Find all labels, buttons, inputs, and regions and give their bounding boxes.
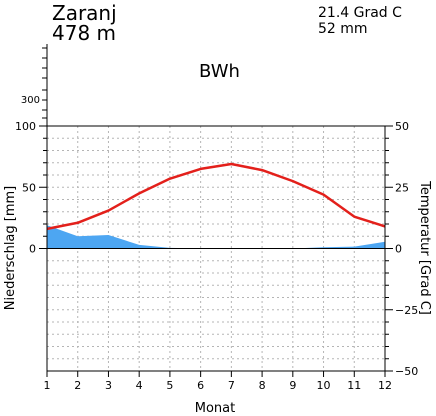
x-axis-tick-label: 6 <box>197 379 204 392</box>
left-axis-extension-label: 300 <box>21 95 40 106</box>
right-axis-tick-label: 25 <box>395 181 409 194</box>
left-axis-tick-label: 0 <box>29 243 36 256</box>
right-axis-tick-label: 50 <box>395 120 409 133</box>
right-axis-tick-label: −25 <box>395 304 418 317</box>
right-axis-tick-label: −50 <box>395 365 418 378</box>
label-layer: Monat Niederschlag [mm] Temperatur [Grad… <box>3 180 432 416</box>
x-axis-tick-label: 7 <box>228 379 235 392</box>
right-axis-tick-label: 0 <box>395 243 402 256</box>
x-axis-tick-label: 11 <box>347 379 361 392</box>
x-axis-label: Monat <box>195 401 235 416</box>
grid-layer <box>47 126 385 371</box>
left-y-axis-label: Niederschlag [mm] <box>3 186 18 311</box>
climate-classification: BWh <box>199 61 240 82</box>
data-layer <box>46 162 386 249</box>
x-axis-tick-label: 9 <box>289 379 296 392</box>
annual-precipitation-sum: 52 mm <box>318 21 368 37</box>
station-elevation: 478 m <box>52 21 117 45</box>
x-axis-tick-label: 2 <box>74 379 81 392</box>
precipitation-area <box>47 225 385 249</box>
right-y-axis-label: Temperatur [Grad C] <box>417 180 432 315</box>
x-axis-tick-label: 5 <box>166 379 173 392</box>
station-name: Zaranj <box>52 1 117 25</box>
x-axis-tick-label: 1 <box>44 379 51 392</box>
x-axis-tick-label: 12 <box>378 379 392 392</box>
left-axis-tick-label: 100 <box>15 120 36 133</box>
annual-mean-temperature: 21.4 Grad C <box>318 5 402 21</box>
x-axis-tick-label: 10 <box>317 379 331 392</box>
left-axis-tick-label: 50 <box>22 181 36 194</box>
x-axis-tick-label: 3 <box>105 379 112 392</box>
temperature-line <box>46 162 386 231</box>
x-axis-tick-label: 4 <box>136 379 143 392</box>
x-axis-tick-label: 8 <box>259 379 266 392</box>
